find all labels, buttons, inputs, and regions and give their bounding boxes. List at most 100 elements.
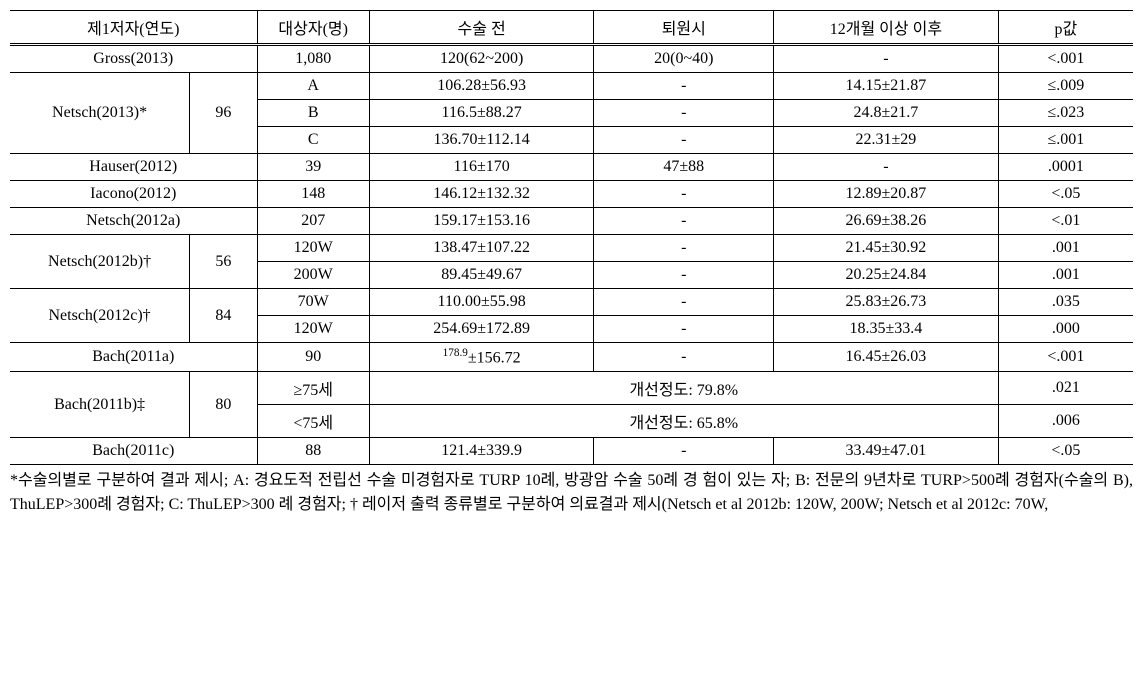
- cell-disch: -: [594, 438, 774, 465]
- cell-p: <.001: [998, 343, 1133, 372]
- cell-n: 148: [257, 181, 369, 208]
- cell-sub: C: [257, 127, 369, 154]
- cell-pre: 121.4±339.9: [369, 438, 594, 465]
- cell-12m: -: [774, 154, 999, 181]
- cell-12m: 12.89±20.87: [774, 181, 999, 208]
- cell-12m: 21.45±30.92: [774, 235, 999, 262]
- table-row: Netsch(2012b)† 56 120W 138.47±107.22 - 2…: [10, 235, 1133, 262]
- cell-disch: -: [594, 343, 774, 372]
- cell-p: <.01: [998, 208, 1133, 235]
- cell-pre: 89.45±49.67: [369, 262, 594, 289]
- cell-author: Gross(2013): [10, 45, 257, 73]
- cell-pre: 254.69±172.89: [369, 316, 594, 343]
- table-row: Netsch(2012c)† 84 70W 110.00±55.98 - 25.…: [10, 289, 1133, 316]
- cell-n: 207: [257, 208, 369, 235]
- cell-p: .035: [998, 289, 1133, 316]
- cell-p: <.001: [998, 45, 1133, 73]
- cell-author: Netsch(2012c)†: [10, 289, 190, 343]
- cell-improve: 개선정도: 65.8%: [369, 405, 998, 438]
- cell-pre: 146.12±132.32: [369, 181, 594, 208]
- cell-pre: 136.70±112.14: [369, 127, 594, 154]
- col-discharge: 퇴원시: [594, 11, 774, 45]
- cell-12m: 14.15±21.87: [774, 73, 999, 100]
- cell-author: Netsch(2012b)†: [10, 235, 190, 289]
- table-row: Iacono(2012) 148 146.12±132.32 - 12.89±2…: [10, 181, 1133, 208]
- footnote: *수술의별로 구분하여 결과 제시; A: 경요도적 전립선 수술 미경험자로 …: [10, 469, 1133, 517]
- cell-improve: 개선정도: 79.8%: [369, 372, 998, 405]
- cell-pre: 116±170: [369, 154, 594, 181]
- cell-disch: 47±88: [594, 154, 774, 181]
- cell-sub: 120W: [257, 316, 369, 343]
- col-author: 제1저자(연도): [10, 11, 257, 45]
- cell-pre-rest: ±156.72: [468, 349, 521, 366]
- cell-disch: -: [594, 289, 774, 316]
- cell-n: 39: [257, 154, 369, 181]
- cell-disch: -: [594, 262, 774, 289]
- cell-sub: 200W: [257, 262, 369, 289]
- table-row: Bach(2011b)‡ 80 ≥75세 개선정도: 79.8% .021: [10, 372, 1133, 405]
- cell-pre: 138.47±107.22: [369, 235, 594, 262]
- cell-12m: 33.49±47.01: [774, 438, 999, 465]
- cell-disch: -: [594, 73, 774, 100]
- cell-n: 88: [257, 438, 369, 465]
- cell-p: .0001: [998, 154, 1133, 181]
- cell-12m: 16.45±26.03: [774, 343, 999, 372]
- cell-p: .001: [998, 262, 1133, 289]
- table-row: Hauser(2012) 39 116±170 47±88 - .0001: [10, 154, 1133, 181]
- cell-author: Netsch(2013)*: [10, 73, 190, 154]
- cell-n: 80: [190, 372, 257, 438]
- cell-pre: 110.00±55.98: [369, 289, 594, 316]
- col-n: 대상자(명): [257, 11, 369, 45]
- cell-p: .000: [998, 316, 1133, 343]
- cell-author: Hauser(2012): [10, 154, 257, 181]
- cell-pre: 106.28±56.93: [369, 73, 594, 100]
- cell-sub: A: [257, 73, 369, 100]
- cell-p: <.05: [998, 181, 1133, 208]
- cell-author: Iacono(2012): [10, 181, 257, 208]
- cell-12m: 18.35±33.4: [774, 316, 999, 343]
- cell-p: .021: [998, 372, 1133, 405]
- cell-pre: 120(62~200): [369, 45, 594, 73]
- cell-p: .006: [998, 405, 1133, 438]
- cell-n: 90: [257, 343, 369, 372]
- cell-disch: 20(0~40): [594, 45, 774, 73]
- cell-pre: 178.9±156.72: [369, 343, 594, 372]
- results-table: 제1저자(연도) 대상자(명) 수술 전 퇴원시 12개월 이상 이후 p값 G…: [10, 10, 1133, 465]
- cell-12m: 20.25±24.84: [774, 262, 999, 289]
- cell-p: <.05: [998, 438, 1133, 465]
- table-header-row: 제1저자(연도) 대상자(명) 수술 전 퇴원시 12개월 이상 이후 p값: [10, 11, 1133, 45]
- cell-sub: ≥75세: [257, 372, 369, 405]
- cell-sub: 70W: [257, 289, 369, 316]
- cell-disch: -: [594, 316, 774, 343]
- table-row: Netsch(2013)* 96 A 106.28±56.93 - 14.15±…: [10, 73, 1133, 100]
- cell-12m: 25.83±26.73: [774, 289, 999, 316]
- cell-author: Bach(2011b)‡: [10, 372, 190, 438]
- cell-sub: <75세: [257, 405, 369, 438]
- cell-12m: 22.31±29: [774, 127, 999, 154]
- cell-12m: -: [774, 45, 999, 73]
- cell-p: ≤.023: [998, 100, 1133, 127]
- cell-author: Bach(2011a): [10, 343, 257, 372]
- table-row: Gross(2013) 1,080 120(62~200) 20(0~40) -…: [10, 45, 1133, 73]
- cell-12m: 24.8±21.7: [774, 100, 999, 127]
- cell-p: ≤.001: [998, 127, 1133, 154]
- cell-disch: -: [594, 127, 774, 154]
- cell-p: ≤.009: [998, 73, 1133, 100]
- cell-author: Bach(2011c): [10, 438, 257, 465]
- cell-disch: -: [594, 181, 774, 208]
- cell-disch: -: [594, 235, 774, 262]
- col-12m: 12개월 이상 이후: [774, 11, 999, 45]
- cell-pre: 116.5±88.27: [369, 100, 594, 127]
- col-pre: 수술 전: [369, 11, 594, 45]
- table-row: Netsch(2012a) 207 159.17±153.16 - 26.69±…: [10, 208, 1133, 235]
- cell-author: Netsch(2012a): [10, 208, 257, 235]
- table-row: Bach(2011c) 88 121.4±339.9 - 33.49±47.01…: [10, 438, 1133, 465]
- cell-pre: 159.17±153.16: [369, 208, 594, 235]
- cell-n: 56: [190, 235, 257, 289]
- table-row: Bach(2011a) 90 178.9±156.72 - 16.45±26.0…: [10, 343, 1133, 372]
- cell-sub: 120W: [257, 235, 369, 262]
- col-p: p값: [998, 11, 1133, 45]
- cell-n: 1,080: [257, 45, 369, 73]
- cell-12m: 26.69±38.26: [774, 208, 999, 235]
- cell-n: 96: [190, 73, 257, 154]
